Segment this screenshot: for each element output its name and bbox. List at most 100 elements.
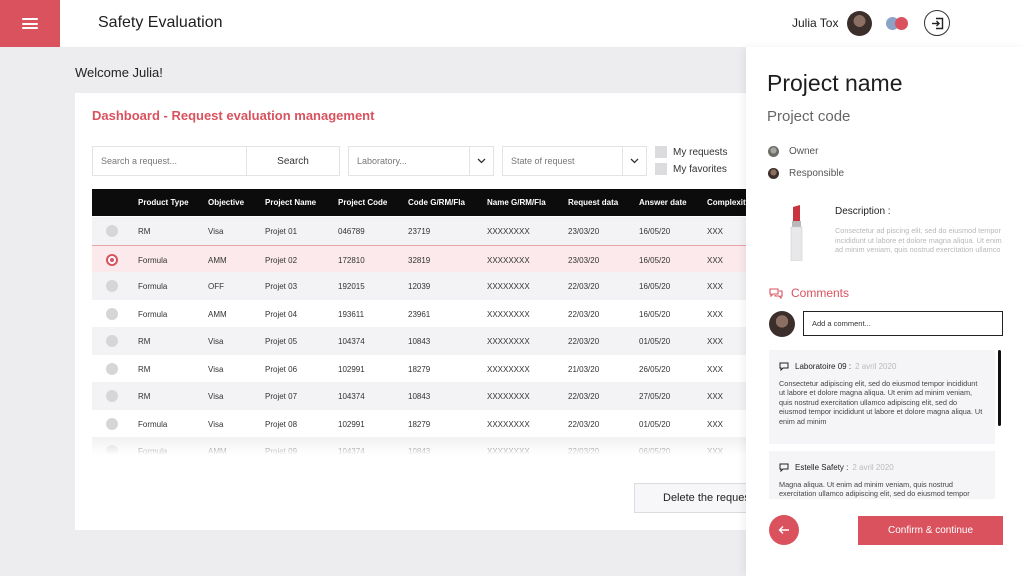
state-select[interactable]: State of request	[502, 146, 647, 176]
column-header[interactable]: Answer date	[639, 198, 687, 207]
owner-label: Owner	[789, 146, 819, 157]
laboratory-select[interactable]: Laboratory...	[348, 146, 494, 176]
column-header[interactable]: Project Name	[265, 198, 317, 207]
row-radio[interactable]	[106, 307, 118, 320]
comment-header: Laboratoire 09 : 2 avril 2020	[779, 362, 985, 371]
table-row[interactable]: RM Visa Projet 01 046789 23719 XXXXXXXX 23/03/…	[92, 217, 775, 245]
checkbox-label: My favorites	[673, 163, 727, 175]
table-cell: XXXXXXXX	[487, 419, 530, 429]
user-avatar[interactable]	[847, 11, 872, 36]
column-header[interactable]: Product Type	[138, 198, 189, 207]
comment-author: Laboratoire 09 :	[795, 362, 852, 371]
table-cell: 16/05/20	[639, 309, 671, 319]
column-header[interactable]: Objective	[208, 198, 245, 207]
row-radio[interactable]	[106, 280, 118, 292]
logout-button[interactable]	[924, 10, 950, 36]
row-radio[interactable]	[106, 390, 118, 402]
table-cell: AMM	[208, 309, 227, 319]
table-cell: Visa	[208, 337, 224, 346]
search-input[interactable]	[93, 147, 247, 175]
table-cell: 104374	[338, 392, 365, 401]
table-cell: XXXXXXXX	[487, 282, 530, 291]
checkbox-label: My requests	[673, 146, 728, 158]
table-row[interactable]: Formula AMM Projet 02 172810 32819 XXXXXXXX 23…	[92, 244, 775, 273]
table-cell: XXXXXXXX	[487, 309, 530, 319]
theme-toggle-icon[interactable]	[886, 17, 910, 30]
table-cell: XXX	[707, 282, 724, 291]
comments-label: Comments	[791, 286, 850, 300]
dashboard-title: Dashboard - Request evaluation managemen…	[92, 108, 375, 123]
table-cell: 10843	[408, 392, 431, 401]
table-row[interactable]: Formula Visa Projet 08 102991 18279 XXXXXXXX 2…	[92, 410, 775, 438]
speech-bubble-icon	[779, 463, 789, 472]
table-cell: XXXXXXXX	[487, 364, 530, 374]
comments-icon	[769, 288, 783, 299]
table-cell: 22/03/20	[568, 392, 600, 401]
search-button[interactable]: Search	[247, 147, 339, 175]
table-cell: Formula	[138, 419, 168, 429]
column-header[interactable]: Request data	[568, 198, 619, 207]
table-row[interactable]: RM Visa Projet 05 104374 10843 XXXXXXXX 22/03/…	[92, 327, 775, 355]
table-cell: 22/03/20	[568, 419, 600, 429]
table-cell: 10843	[408, 337, 431, 346]
chevron-down-icon	[622, 147, 646, 175]
row-radio[interactable]	[106, 335, 118, 347]
row-radio[interactable]	[106, 362, 118, 375]
comment-input[interactable]	[803, 311, 1003, 336]
table-cell: XXX	[707, 392, 724, 401]
table-cell: Projet 07	[265, 392, 298, 401]
table-cell: Projet 04	[265, 309, 298, 319]
comments-scrollbar[interactable]	[998, 350, 1001, 426]
table-row[interactable]: RM Visa Projet 06 102991 18279 XXXXXXXX 21/03/…	[92, 355, 775, 383]
table-cell: Formula	[138, 255, 168, 265]
table-cell: Projet 02	[265, 255, 298, 265]
confirm-continue-button[interactable]: Confirm & continue	[858, 516, 1003, 545]
row-radio[interactable]	[106, 253, 118, 266]
chevron-down-icon	[469, 147, 493, 175]
column-header[interactable]: Name G/RM/Fla	[487, 198, 546, 207]
table-cell: 192015	[338, 282, 365, 291]
table-cell: 16/05/20	[639, 227, 671, 236]
table-cell: XXX	[707, 309, 724, 319]
table-cell: Projet 06	[265, 364, 298, 374]
requests-table: Product Type Objective Project Name Project…	[92, 189, 775, 455]
checkbox-box[interactable]	[655, 146, 667, 158]
row-radio[interactable]	[106, 417, 118, 430]
menu-button[interactable]	[0, 0, 60, 47]
column-header[interactable]: Project Code	[338, 198, 388, 207]
column-header[interactable]: Complexity	[707, 198, 751, 207]
table-row[interactable]: Formula AMM Projet 04 193611 23961 XXXXXXXX 22…	[92, 300, 775, 328]
table-cell: 193611	[338, 309, 365, 319]
table-cell: Projet 05	[265, 337, 298, 346]
table-cell: Projet 03	[265, 282, 298, 291]
comment-text: Consectetur adipiscing elit, sed do eius…	[779, 379, 983, 426]
table-cell: 01/05/20	[639, 337, 671, 346]
table-cell: Formula	[138, 282, 168, 291]
table-cell: AMM	[208, 255, 227, 265]
my-favorites-checkbox[interactable]: My favorites	[655, 163, 727, 175]
table-row[interactable]: Formula OFF Projet 03 192015 12039 XXXXXXXX 22…	[92, 272, 775, 300]
table-cell: Visa	[208, 419, 224, 429]
table-cell: XXX	[707, 227, 724, 236]
my-requests-checkbox[interactable]: My requests	[655, 146, 727, 158]
table-fade	[92, 439, 775, 455]
hamburger-icon	[22, 18, 38, 29]
user-name[interactable]: Julia Tox	[792, 16, 839, 30]
table-cell: RM	[138, 227, 151, 236]
column-header[interactable]: Code G/RM/Fla	[408, 198, 465, 207]
table-cell: XXX	[707, 419, 724, 429]
back-button[interactable]	[769, 515, 799, 545]
table-cell: 22/03/20	[568, 282, 600, 291]
comment-item: Estelle Safety : 2 avril 2020 Magna aliq…	[769, 451, 995, 499]
comment-author: Estelle Safety :	[795, 463, 849, 472]
table-cell: Projet 01	[265, 227, 298, 236]
table-row[interactable]: RM Visa Projet 07 104374 10843 XXXXXXXX 22/03/…	[92, 382, 775, 410]
table-cell: Formula	[138, 309, 168, 319]
checkbox-box[interactable]	[655, 163, 667, 175]
row-radio[interactable]	[106, 225, 118, 237]
table-cell: Visa	[208, 227, 224, 236]
search-box: Search	[92, 146, 340, 176]
table-cell: XXXXXXXX	[487, 227, 530, 236]
table-cell: XXXXXXXX	[487, 255, 530, 265]
table-cell: RM	[138, 337, 151, 346]
